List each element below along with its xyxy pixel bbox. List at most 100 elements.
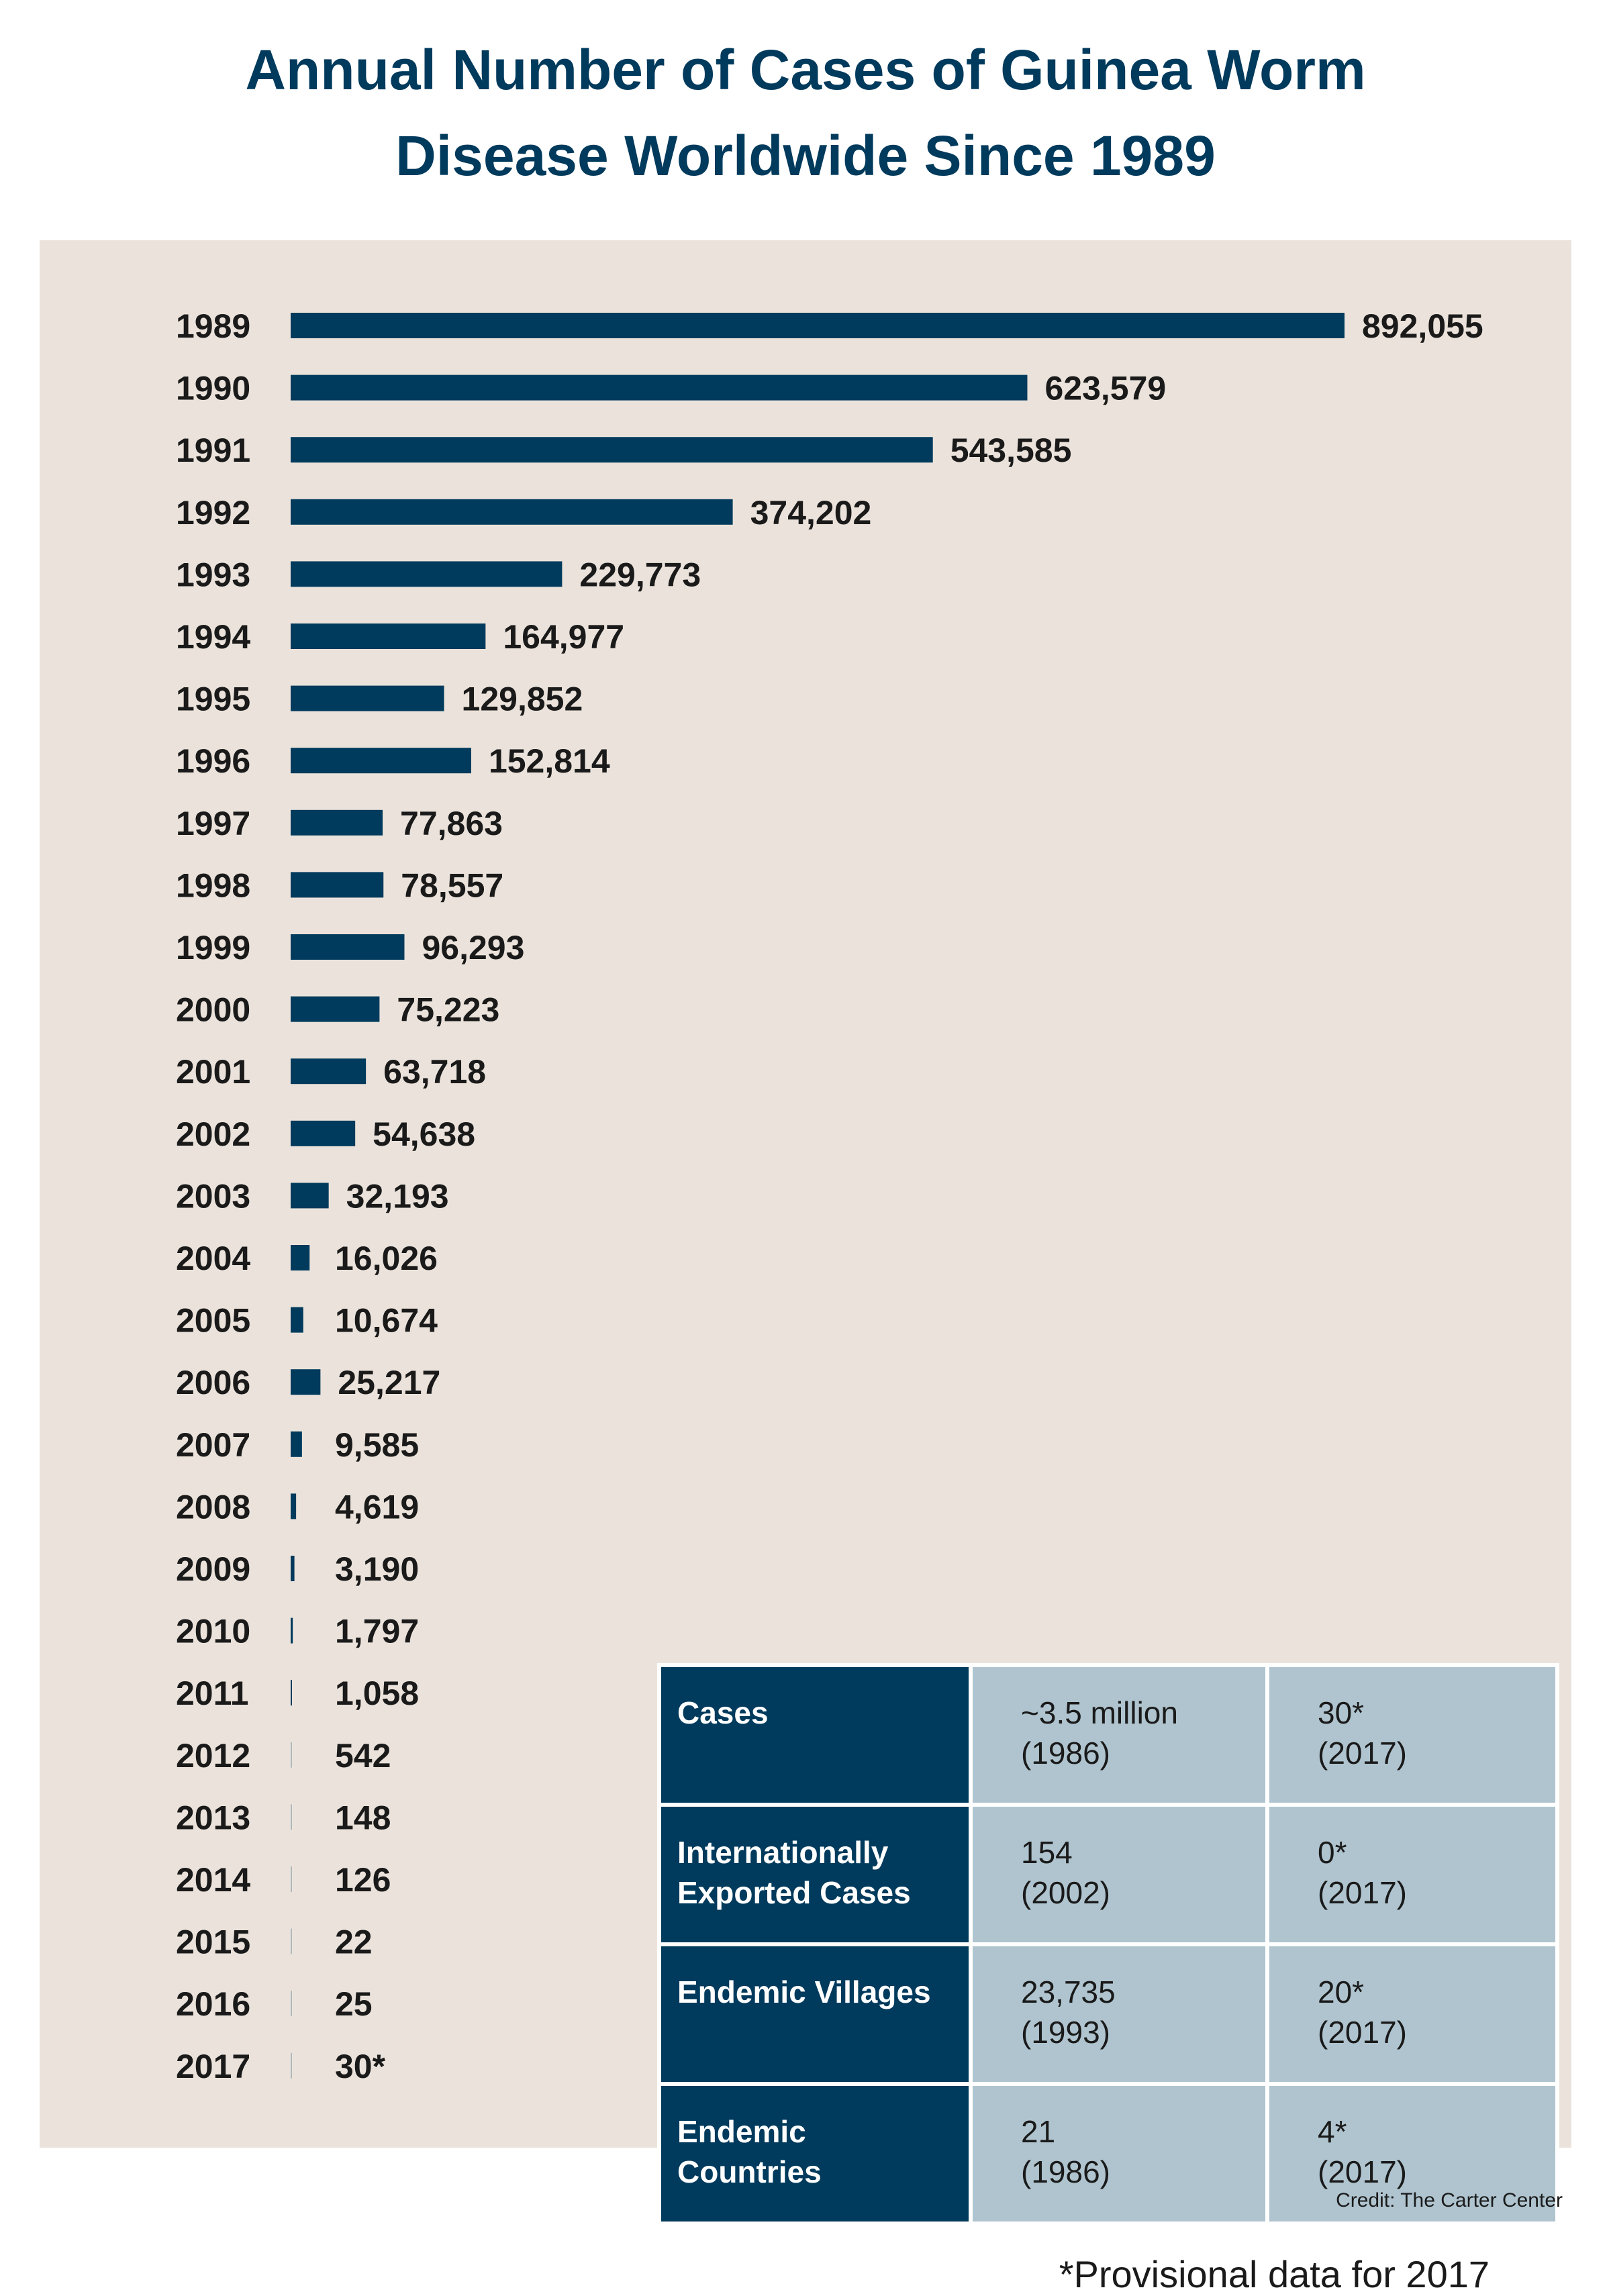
peak-value-cell-line: (2002) (1021, 1875, 1110, 1910)
bar (291, 1493, 297, 1519)
provisional-footnote: *Provisional data for 2017 (1059, 2253, 1490, 2295)
value-label: 25,217 (338, 1364, 440, 1401)
year-label: 1995 (176, 681, 250, 718)
year-label: 1989 (176, 307, 250, 345)
row-header-line: Internationally (677, 1835, 889, 1870)
value-label: 30* (335, 2048, 386, 2085)
chart-title-line-2: Disease Worldwide Since 1989 (395, 124, 1216, 187)
bar-row-2013: 2013 148 (176, 1799, 391, 1836)
bar-row-2011: 2011 1,058 (176, 1675, 419, 1712)
bar (291, 1866, 292, 1892)
year-label: 2007 (176, 1426, 250, 1464)
bar-row-2006: 2006 25,217 (176, 1364, 440, 1401)
value-label: 374,202 (750, 494, 872, 532)
bar-row-1997: 1997 77,863 (176, 805, 503, 842)
year-label: 1997 (176, 805, 250, 842)
summary-row: Cases ~3.5 million (1986) 30* (2017) (661, 1667, 1555, 1803)
bar (291, 685, 444, 711)
bar-row-2001: 2001 63,718 (176, 1053, 486, 1091)
bar-row-1992: 1992 374,202 (176, 494, 871, 532)
peak-value-cell: 21 (1986) (973, 2086, 1265, 2222)
bar (291, 809, 383, 836)
current-value-cell: 30* (2017) (1269, 1667, 1555, 1803)
bar-row-1996: 1996 152,814 (176, 742, 610, 780)
bar-chart: 1989 892,055 1990 623,579 1991 543,585 1992 374… (176, 307, 1483, 2085)
value-label: 892,055 (1362, 307, 1483, 345)
bar (291, 561, 563, 587)
bar (291, 1742, 292, 1768)
peak-value-cell-line: 23,735 (1021, 1975, 1116, 2009)
bar-row-2017: 2017 30* (176, 2048, 386, 2085)
bar (291, 996, 380, 1022)
value-label: 1,058 (335, 1675, 419, 1712)
bar (291, 375, 1028, 401)
row-header: Endemic Countries (661, 2086, 969, 2222)
year-label: 1994 (176, 618, 250, 656)
current-value-cell-line: 20* (1318, 1975, 1365, 2009)
row-header-line: Endemic Villages (677, 1975, 931, 2009)
value-label: 22 (335, 1924, 373, 1961)
bar (291, 1556, 295, 1581)
current-value-cell: 20* (2017) (1269, 1946, 1555, 2082)
value-label: 32,193 (346, 1177, 449, 1215)
year-label: 2017 (176, 2048, 250, 2085)
value-label: 152,814 (489, 742, 610, 780)
value-label: 10,674 (335, 1302, 438, 1340)
bar (291, 313, 1345, 338)
bar-row-1995: 1995 129,852 (176, 681, 583, 718)
year-label: 2004 (176, 1240, 250, 1277)
bar (291, 2052, 292, 2079)
value-label: 164,977 (503, 618, 624, 656)
year-label: 2002 (176, 1115, 250, 1153)
bar (291, 748, 471, 774)
year-label: 2001 (176, 1053, 250, 1091)
peak-value-cell-line: ~3.5 million (1021, 1695, 1178, 1730)
summary-row: Internationally Exported Cases 154 (2002) 0*… (661, 1807, 1555, 1942)
current-value-cell-line: (2017) (1318, 2015, 1407, 2050)
bar (291, 934, 405, 960)
value-label: 148 (335, 1799, 391, 1836)
value-label: 77,863 (400, 805, 503, 842)
peak-value-cell: 23,735 (1993) (973, 1946, 1265, 2082)
bar-row-2010: 2010 1,797 (176, 1613, 419, 1650)
current-value-cell-line: (2017) (1318, 1875, 1407, 1910)
bar-row-2015: 2015 22 (176, 1924, 373, 1961)
current-value-cell-line: (2017) (1318, 2154, 1407, 2189)
row-header-line: Cases (677, 1695, 769, 1730)
bar-row-1994: 1994 164,977 (176, 618, 624, 656)
bar-row-1998: 1998 78,557 (176, 866, 503, 904)
year-label: 2005 (176, 1302, 250, 1340)
year-label: 2009 (176, 1550, 250, 1588)
year-label: 2014 (176, 1861, 250, 1899)
value-label: 623,579 (1044, 370, 1166, 407)
bar-row-2016: 2016 25 (176, 1985, 373, 2023)
bar-row-2000: 2000 75,223 (176, 991, 499, 1029)
value-label: 9,585 (335, 1426, 419, 1464)
bar (291, 1058, 367, 1085)
year-label: 2012 (176, 1737, 250, 1775)
bar-row-2012: 2012 542 (176, 1737, 391, 1775)
credit-text: Credit: The Carter Center (1336, 2189, 1563, 2211)
value-label: 1,797 (335, 1613, 419, 1650)
year-label: 1992 (176, 494, 250, 532)
row-header-line: Endemic (677, 2114, 806, 2149)
bar (291, 1369, 321, 1395)
value-label: 63,718 (383, 1053, 486, 1091)
bar (291, 1120, 356, 1146)
year-label: 2015 (176, 1924, 250, 1961)
value-label: 542 (335, 1737, 391, 1775)
year-label: 2006 (176, 1364, 250, 1401)
current-value-cell-line: 4* (1318, 2114, 1347, 2149)
value-label: 129,852 (462, 681, 583, 718)
bar (291, 1431, 302, 1457)
bar (291, 1680, 292, 1706)
bar-row-1990: 1990 623,579 (176, 370, 1166, 407)
row-header-line: Exported Cases (677, 1875, 911, 1910)
value-label: 78,557 (401, 866, 503, 904)
peak-value-cell-line: (1986) (1021, 2154, 1110, 2189)
bar (291, 437, 933, 463)
current-value-cell-line: 0* (1318, 1835, 1347, 1870)
peak-value-cell-line: (1986) (1021, 1736, 1110, 1770)
row-header: Cases (661, 1667, 969, 1803)
value-label: 4,619 (335, 1488, 419, 1526)
